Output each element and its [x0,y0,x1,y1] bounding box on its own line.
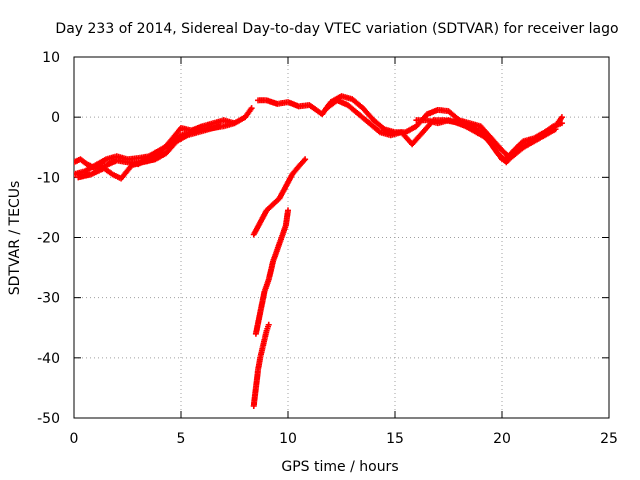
data-point-run [307,103,316,111]
chart-title: Day 233 of 2014, Sidereal Day-to-day VTE… [55,21,618,37]
axis-ticks: 0 5 10 15 20 25 -50 -40 -30 -20 -10 0 10 [37,50,618,447]
data-point-run [158,142,172,153]
data-point-run [511,145,526,159]
data-point [552,126,559,133]
y-tick-label: -40 [37,351,60,367]
x-tick-label: 0 [70,431,79,447]
data-point-run [515,139,526,149]
data-point-run [489,136,504,153]
series-drop-track-middle [252,207,291,337]
x-axis-label: GPS time / hours [281,459,398,475]
data-point-run [255,356,263,372]
series-drop-track-lower [250,321,272,409]
data-point-run [78,157,89,167]
data-point [302,156,309,163]
x-tick-label: 20 [493,431,511,447]
data-point [285,207,291,214]
data-point-run [283,209,291,227]
data-point-run [346,103,361,116]
data-point-run [258,208,269,224]
data-point-run [404,124,418,135]
data-point-run [350,97,365,110]
x-tick-label: 10 [279,431,297,447]
data-point-run [233,115,247,126]
data-point-run [147,148,162,159]
data-point-run [371,118,386,132]
y-tick-label: -50 [37,411,60,427]
y-tick-label: -10 [37,170,60,186]
data-point-run [296,157,308,169]
data-point-run [468,124,483,135]
grid-lines [74,57,609,418]
data-point-run [264,202,275,213]
data-point-run [357,112,371,126]
data-point-run [266,260,276,281]
data-point-run [410,130,425,146]
data-point-run [257,290,268,315]
data-point [558,114,565,121]
data-point-run [93,157,108,168]
data-point-run [543,127,557,138]
x-tick-label: 25 [600,431,618,447]
data-point-run [478,124,494,140]
y-tick-label: -20 [37,231,60,247]
data-point-run [446,109,461,122]
y-tick-label: 10 [42,50,60,66]
data-point-run [153,151,168,162]
y-axis-label: SDTVAR / TECUs [7,181,23,296]
series-main-track-c [75,123,223,182]
x-tick-label: 5 [177,431,186,447]
data-point-run [253,311,263,336]
data-point-run [253,368,261,390]
data-point-run [290,164,301,176]
x-tick-label: 15 [386,431,404,447]
data-point-run [367,121,382,135]
data-point-run [532,133,547,144]
data-point [216,123,223,130]
data-point [265,321,272,328]
data-point-run [102,166,115,177]
data-marks [74,93,565,409]
data-point-run [271,196,282,207]
data-point-run [175,133,189,144]
data-point-run [168,126,183,143]
data-point-run [264,323,271,332]
data-point-run [521,139,536,150]
series-noon-track-c [413,117,559,163]
data-point-run [83,163,97,174]
data-point-run [164,139,179,156]
data-point-run [119,163,134,181]
y-tick-label: 0 [51,110,60,126]
data-point-run [489,142,504,161]
data-point [558,120,565,127]
data-point-run [478,130,494,146]
data-point-run [74,157,82,165]
data-point-run [243,106,254,119]
y-tick-label: -30 [37,291,60,307]
data-point-run [361,106,376,122]
series-drop-track-upper [250,156,309,238]
data-point-run [251,386,259,408]
data-point [248,105,255,112]
data-point [231,120,238,127]
